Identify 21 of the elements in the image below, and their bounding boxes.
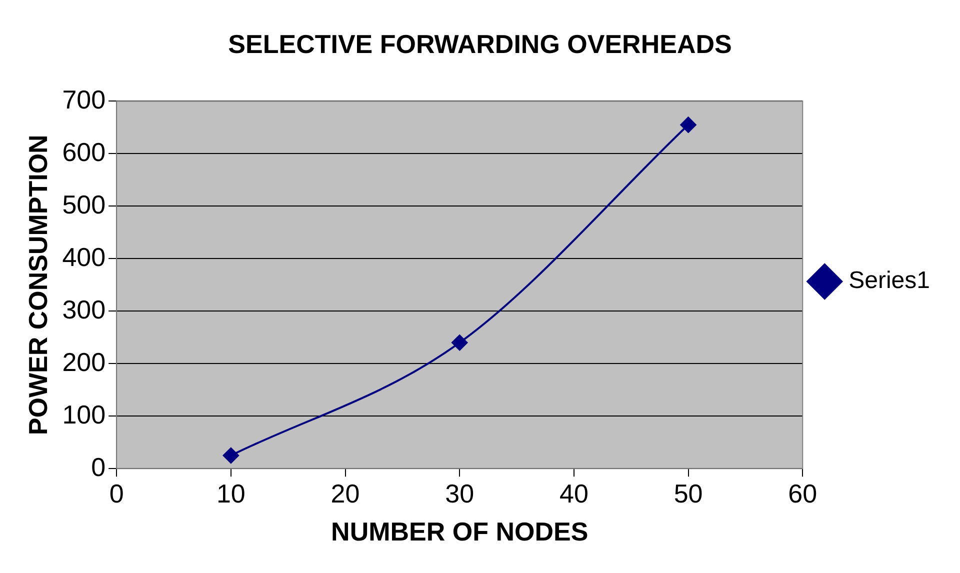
x-tick-label: 40 bbox=[559, 478, 588, 508]
y-tick-label: 400 bbox=[62, 242, 106, 272]
y-axis-title: POWER CONSUMPTION bbox=[22, 134, 53, 436]
x-tick-label: 10 bbox=[216, 478, 246, 508]
chart-title: SELECTIVE FORWARDING OVERHEADS bbox=[228, 28, 732, 59]
legend-label: Series1 bbox=[848, 267, 930, 294]
y-tick-label: 600 bbox=[62, 136, 106, 167]
point bbox=[680, 116, 696, 133]
y-tick-label: 0 bbox=[91, 452, 106, 482]
x-tick-label: 60 bbox=[788, 478, 818, 508]
point bbox=[222, 447, 239, 464]
y-tick-label: 500 bbox=[62, 189, 106, 220]
x-axis-title: NUMBER OF NODES bbox=[331, 516, 588, 547]
x-tick-label: 50 bbox=[674, 478, 703, 508]
x-tick-label: 30 bbox=[445, 478, 474, 508]
y-tick-label: 100 bbox=[62, 399, 106, 430]
y-tick-label: 200 bbox=[62, 346, 106, 377]
x-tick-label: 20 bbox=[330, 478, 360, 508]
point bbox=[452, 334, 468, 351]
y-tick-label: 700 bbox=[62, 84, 106, 114]
y-tick-label: 300 bbox=[62, 294, 106, 324]
